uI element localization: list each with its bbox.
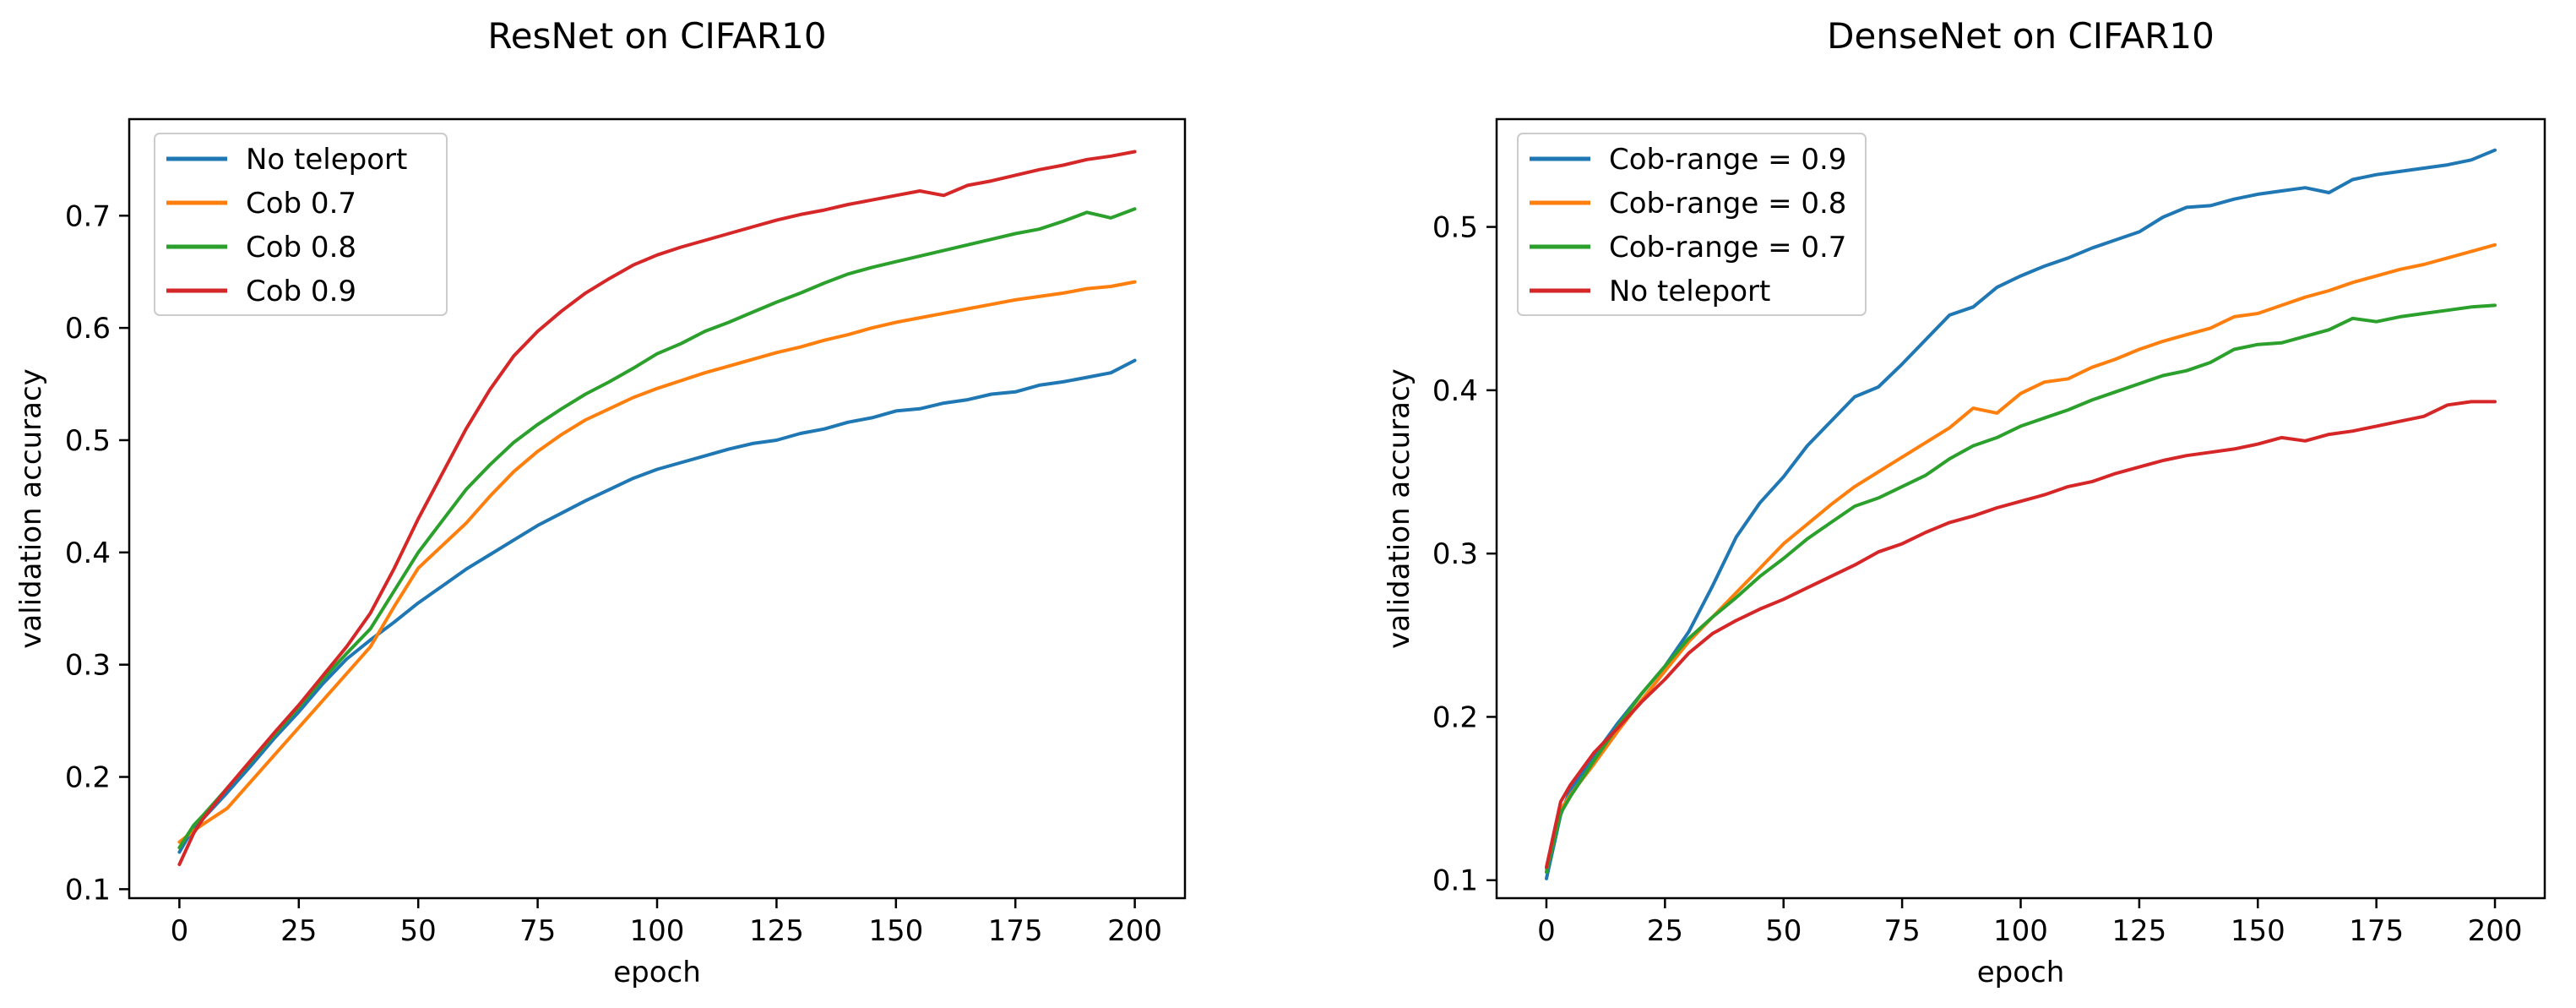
- y-tick-label: 0.1: [65, 873, 111, 907]
- x-axis-ticks: 0 25 50 75 100 125 150 175 200: [171, 898, 1162, 948]
- legend: No teleport Cob 0.7 Cob 0.8 Cob 0.9: [154, 133, 448, 316]
- legend-item: Cob 0.7: [166, 187, 356, 221]
- legend: Cob-range = 0.9 Cob-range = 0.8 Cob-range …: [1517, 133, 1867, 316]
- y-tick-label: 0.3: [65, 649, 111, 683]
- y-tick-label: 0.5: [1432, 211, 1478, 245]
- x-tick-label: 125: [2111, 914, 2166, 948]
- y-tick-label: 0.4: [1432, 374, 1478, 408]
- y-tick-label: 0.7: [65, 199, 111, 233]
- series-line-cob-range-0.8: [1545, 242, 2497, 871]
- x-tick-label: 175: [988, 914, 1043, 948]
- x-tick-label: 125: [749, 914, 804, 948]
- x-tick-label: 100: [630, 914, 685, 948]
- x-tick-label: 200: [2468, 914, 2523, 948]
- series-line-no-teleport: [177, 358, 1137, 854]
- legend-item: Cob 0.9: [166, 275, 356, 308]
- x-tick-label: 100: [1993, 914, 2048, 948]
- x-tick-label: 175: [2349, 914, 2404, 948]
- legend-item-label: No teleport: [246, 143, 407, 177]
- legend-item-label: Cob 0.8: [246, 231, 356, 264]
- x-tick-label: 25: [1647, 914, 1683, 948]
- x-tick-label: 50: [400, 914, 437, 948]
- x-tick-label: 50: [1765, 914, 1802, 948]
- x-tick-label: 150: [2231, 914, 2285, 948]
- legend-item: No teleport: [1530, 275, 1770, 308]
- y-axis-ticks: 0.1 0.2 0.3 0.4 0.5: [1432, 211, 1497, 898]
- y-tick-label: 0.5: [65, 424, 111, 458]
- y-tick-label: 0.4: [65, 537, 111, 570]
- x-tick-label: 150: [868, 914, 923, 948]
- x-axis-label: epoch: [1977, 956, 2065, 989]
- chart-title: ResNet on CIFAR10: [487, 15, 826, 57]
- legend-item-label: Cob-range = 0.7: [1609, 231, 1846, 264]
- y-axis-ticks: 0.1 0.2 0.3 0.4 0.5 0.6 0.7: [65, 199, 129, 907]
- legend-item-label: Cob 0.7: [246, 187, 356, 221]
- chart-title: DenseNet on CIFAR10: [1827, 15, 2215, 57]
- x-tick-label: 75: [519, 914, 556, 948]
- x-tick-label: 75: [1883, 914, 1920, 948]
- legend-item: No teleport: [166, 143, 407, 177]
- legend-item-label: No teleport: [1609, 275, 1770, 308]
- legend-box: [154, 133, 448, 316]
- x-axis-label: epoch: [613, 956, 701, 989]
- series-line-cob-0.7: [177, 280, 1137, 844]
- legend-item: Cob-range = 0.9: [1530, 143, 1846, 177]
- densenet-chart: DenseNet on CIFAR10 0 25 50 75 100 125 150 175 20…: [1383, 15, 2546, 989]
- y-axis-label: validation accuracy: [1383, 368, 1416, 649]
- y-axis-label: validation accuracy: [14, 368, 48, 649]
- y-tick-label: 0.1: [1432, 864, 1478, 898]
- series-line-cob-0.8: [177, 207, 1137, 850]
- x-tick-label: 0: [171, 914, 189, 948]
- y-tick-label: 0.3: [1432, 537, 1478, 571]
- legend-item: Cob 0.8: [166, 231, 356, 264]
- series-line-cob-range-0.9: [1545, 148, 2497, 880]
- legend-item-label: Cob-range = 0.9: [1609, 143, 1846, 177]
- y-tick-label: 0.2: [1432, 700, 1478, 734]
- series-line-cob-range-0.7: [1545, 303, 2497, 875]
- series-line-no-teleport: [1545, 400, 2497, 869]
- y-tick-label: 0.2: [65, 761, 111, 795]
- legend-item-label: Cob-range = 0.8: [1609, 187, 1846, 221]
- legend-item-label: Cob 0.9: [246, 275, 356, 308]
- x-tick-label: 200: [1107, 914, 1162, 948]
- legend-box: [1517, 133, 1867, 316]
- x-axis-ticks: 0 25 50 75 100 125 150 175 200: [1537, 898, 2522, 948]
- x-tick-label: 25: [280, 914, 317, 948]
- x-tick-label: 0: [1537, 914, 1556, 948]
- legend-item: Cob-range = 0.7: [1530, 231, 1846, 264]
- series-line-cob-0.9: [177, 150, 1137, 867]
- y-tick-label: 0.6: [65, 312, 111, 346]
- legend-item: Cob-range = 0.8: [1530, 187, 1846, 221]
